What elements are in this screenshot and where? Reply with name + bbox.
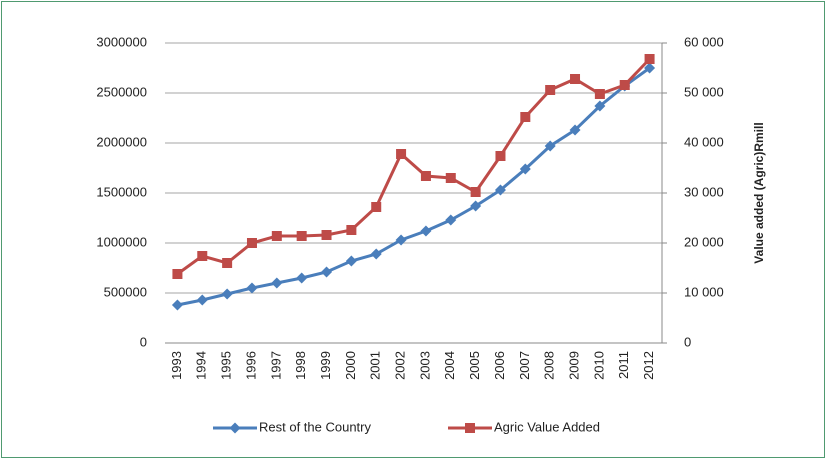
marker: [494, 184, 506, 196]
x-tick-label: 2004: [442, 351, 457, 380]
legend-marker: [465, 423, 475, 433]
x-tick-label: 2001: [368, 351, 383, 380]
y-tick-label: 1500000: [96, 184, 147, 199]
marker: [594, 89, 605, 99]
legend-marker: [229, 422, 241, 434]
marker: [296, 231, 307, 241]
y2-tick-label: 20 000: [684, 234, 724, 249]
marker: [569, 124, 581, 136]
x-tick-label: 1994: [194, 351, 209, 380]
marker: [644, 54, 655, 64]
x-tick-label: 2007: [517, 351, 532, 380]
marker: [196, 294, 208, 306]
marker: [445, 214, 457, 226]
x-tick-label: 2008: [542, 351, 557, 380]
marker: [271, 277, 283, 289]
x-tick-label: 2011: [616, 351, 631, 379]
y-tick-label: 3000000: [96, 34, 147, 49]
x-tick-label: 1993: [169, 351, 184, 380]
marker: [544, 140, 556, 152]
y-tick-label: 500000: [104, 284, 147, 299]
marker: [271, 231, 282, 241]
marker: [221, 288, 233, 300]
marker: [495, 151, 506, 161]
y-tick-label: 2500000: [96, 84, 147, 99]
legend-label: Rest of the Country: [259, 419, 371, 434]
marker: [346, 225, 357, 235]
x-tick-label: 1995: [219, 351, 234, 380]
x-tick-label: 2006: [492, 351, 507, 380]
marker: [172, 269, 183, 279]
marker: [345, 255, 357, 267]
marker: [644, 62, 656, 74]
marker: [445, 173, 456, 183]
x-tick-label: 2012: [641, 351, 656, 380]
y2-tick-label: 10 000: [684, 284, 724, 299]
marker: [222, 258, 233, 268]
marker: [470, 200, 482, 212]
marker: [420, 171, 431, 181]
y2-tick-label: 40 000: [684, 134, 724, 149]
marker: [296, 272, 308, 284]
marker: [197, 251, 208, 261]
y2-tick-label: 30 000: [684, 184, 724, 199]
y2-tick-label: 0: [684, 334, 691, 349]
marker: [570, 74, 581, 84]
legend-label: Agric Value Added: [494, 419, 600, 434]
marker: [371, 202, 382, 212]
marker: [321, 266, 333, 278]
marker: [520, 112, 531, 122]
y-tick-label: 2000000: [96, 134, 147, 149]
y2-axis-label: Value added (Agric)Rmill: [752, 122, 766, 263]
x-tick-label: 1998: [293, 351, 308, 380]
y2-tick-label: 50 000: [684, 84, 724, 99]
marker: [395, 234, 407, 246]
x-tick-label: 2000: [343, 351, 358, 380]
marker: [619, 80, 630, 90]
marker: [246, 238, 257, 248]
marker: [594, 100, 606, 112]
y-tick-label: 1000000: [96, 234, 147, 249]
x-tick-label: 2005: [467, 351, 482, 380]
marker: [420, 225, 432, 237]
x-tick-label: 2002: [393, 351, 408, 380]
marker: [545, 85, 556, 95]
marker: [396, 149, 407, 159]
x-tick-label: 1997: [268, 351, 283, 380]
x-tick-label: 2003: [417, 351, 432, 380]
y-tick-label: 0: [140, 334, 147, 349]
x-tick-label: 2010: [591, 351, 606, 380]
x-tick-label: 2009: [566, 351, 581, 380]
marker: [246, 282, 258, 294]
marker: [370, 248, 382, 260]
marker: [519, 163, 531, 175]
marker: [470, 187, 481, 197]
x-tick-label: 1996: [243, 351, 258, 380]
marker: [321, 230, 332, 240]
marker: [171, 299, 183, 311]
y2-tick-label: 60 000: [684, 34, 724, 49]
x-tick-label: 1999: [318, 351, 333, 380]
